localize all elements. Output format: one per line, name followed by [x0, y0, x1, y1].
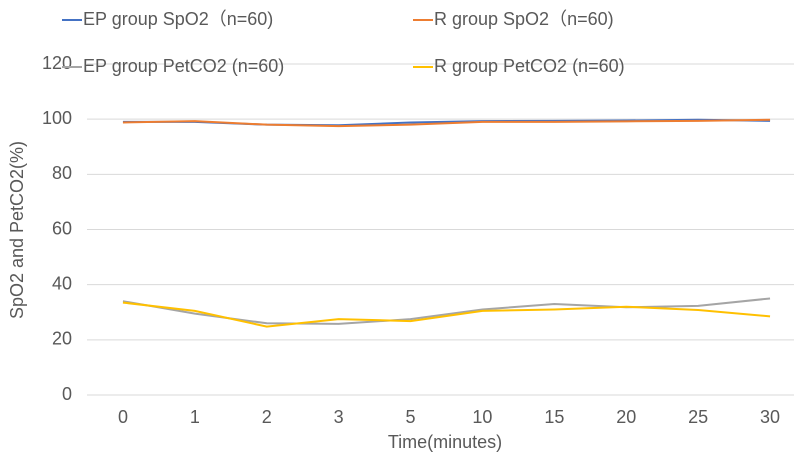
x-tick-label: 20 [616, 407, 636, 427]
y-tick-label: 0 [62, 384, 72, 404]
legend-label: EP group PetCO2 (n=60) [83, 56, 284, 76]
y-tick-label: 120 [42, 53, 72, 73]
x-tick-label: 2 [262, 407, 272, 427]
x-axis-label: Time(minutes) [388, 432, 502, 452]
x-tick-label: 3 [334, 407, 344, 427]
legend-label: EP group SpO2（n=60) [83, 9, 273, 29]
y-tick-label: 40 [52, 273, 72, 293]
x-tick-label: 30 [760, 407, 780, 427]
legend-label: R group SpO2（n=60) [434, 9, 614, 29]
y-tick-label: 80 [52, 163, 72, 183]
y-tick-label: 100 [42, 108, 72, 128]
x-tick-label: 15 [544, 407, 564, 427]
y-tick-label: 20 [52, 329, 72, 349]
legend-label: R group PetCO2 (n=60) [434, 56, 625, 76]
line [122, 297, 771, 325]
y-tick-label: 60 [52, 218, 72, 238]
x-tick-label: 0 [118, 407, 128, 427]
y-axis-label: SpO2 and PetCO2(%) [7, 141, 27, 319]
x-tick-label: 5 [406, 407, 416, 427]
line [122, 118, 771, 128]
x-tick-label: 1 [190, 407, 200, 427]
x-tick-label: 25 [688, 407, 708, 427]
x-tick-label: 10 [472, 407, 492, 427]
line [122, 301, 771, 328]
